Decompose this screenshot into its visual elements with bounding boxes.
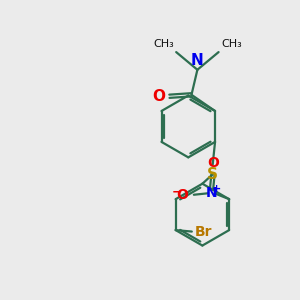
- Text: Br: Br: [195, 225, 212, 238]
- Text: O: O: [153, 89, 166, 104]
- Text: O: O: [207, 156, 219, 170]
- Text: CH₃: CH₃: [221, 39, 242, 49]
- Text: −: −: [172, 185, 183, 198]
- Text: N: N: [191, 53, 204, 68]
- Text: N: N: [206, 186, 217, 200]
- Text: S: S: [207, 167, 218, 182]
- Text: +: +: [212, 184, 221, 194]
- Text: CH₃: CH₃: [153, 39, 174, 49]
- Text: O: O: [177, 188, 188, 202]
